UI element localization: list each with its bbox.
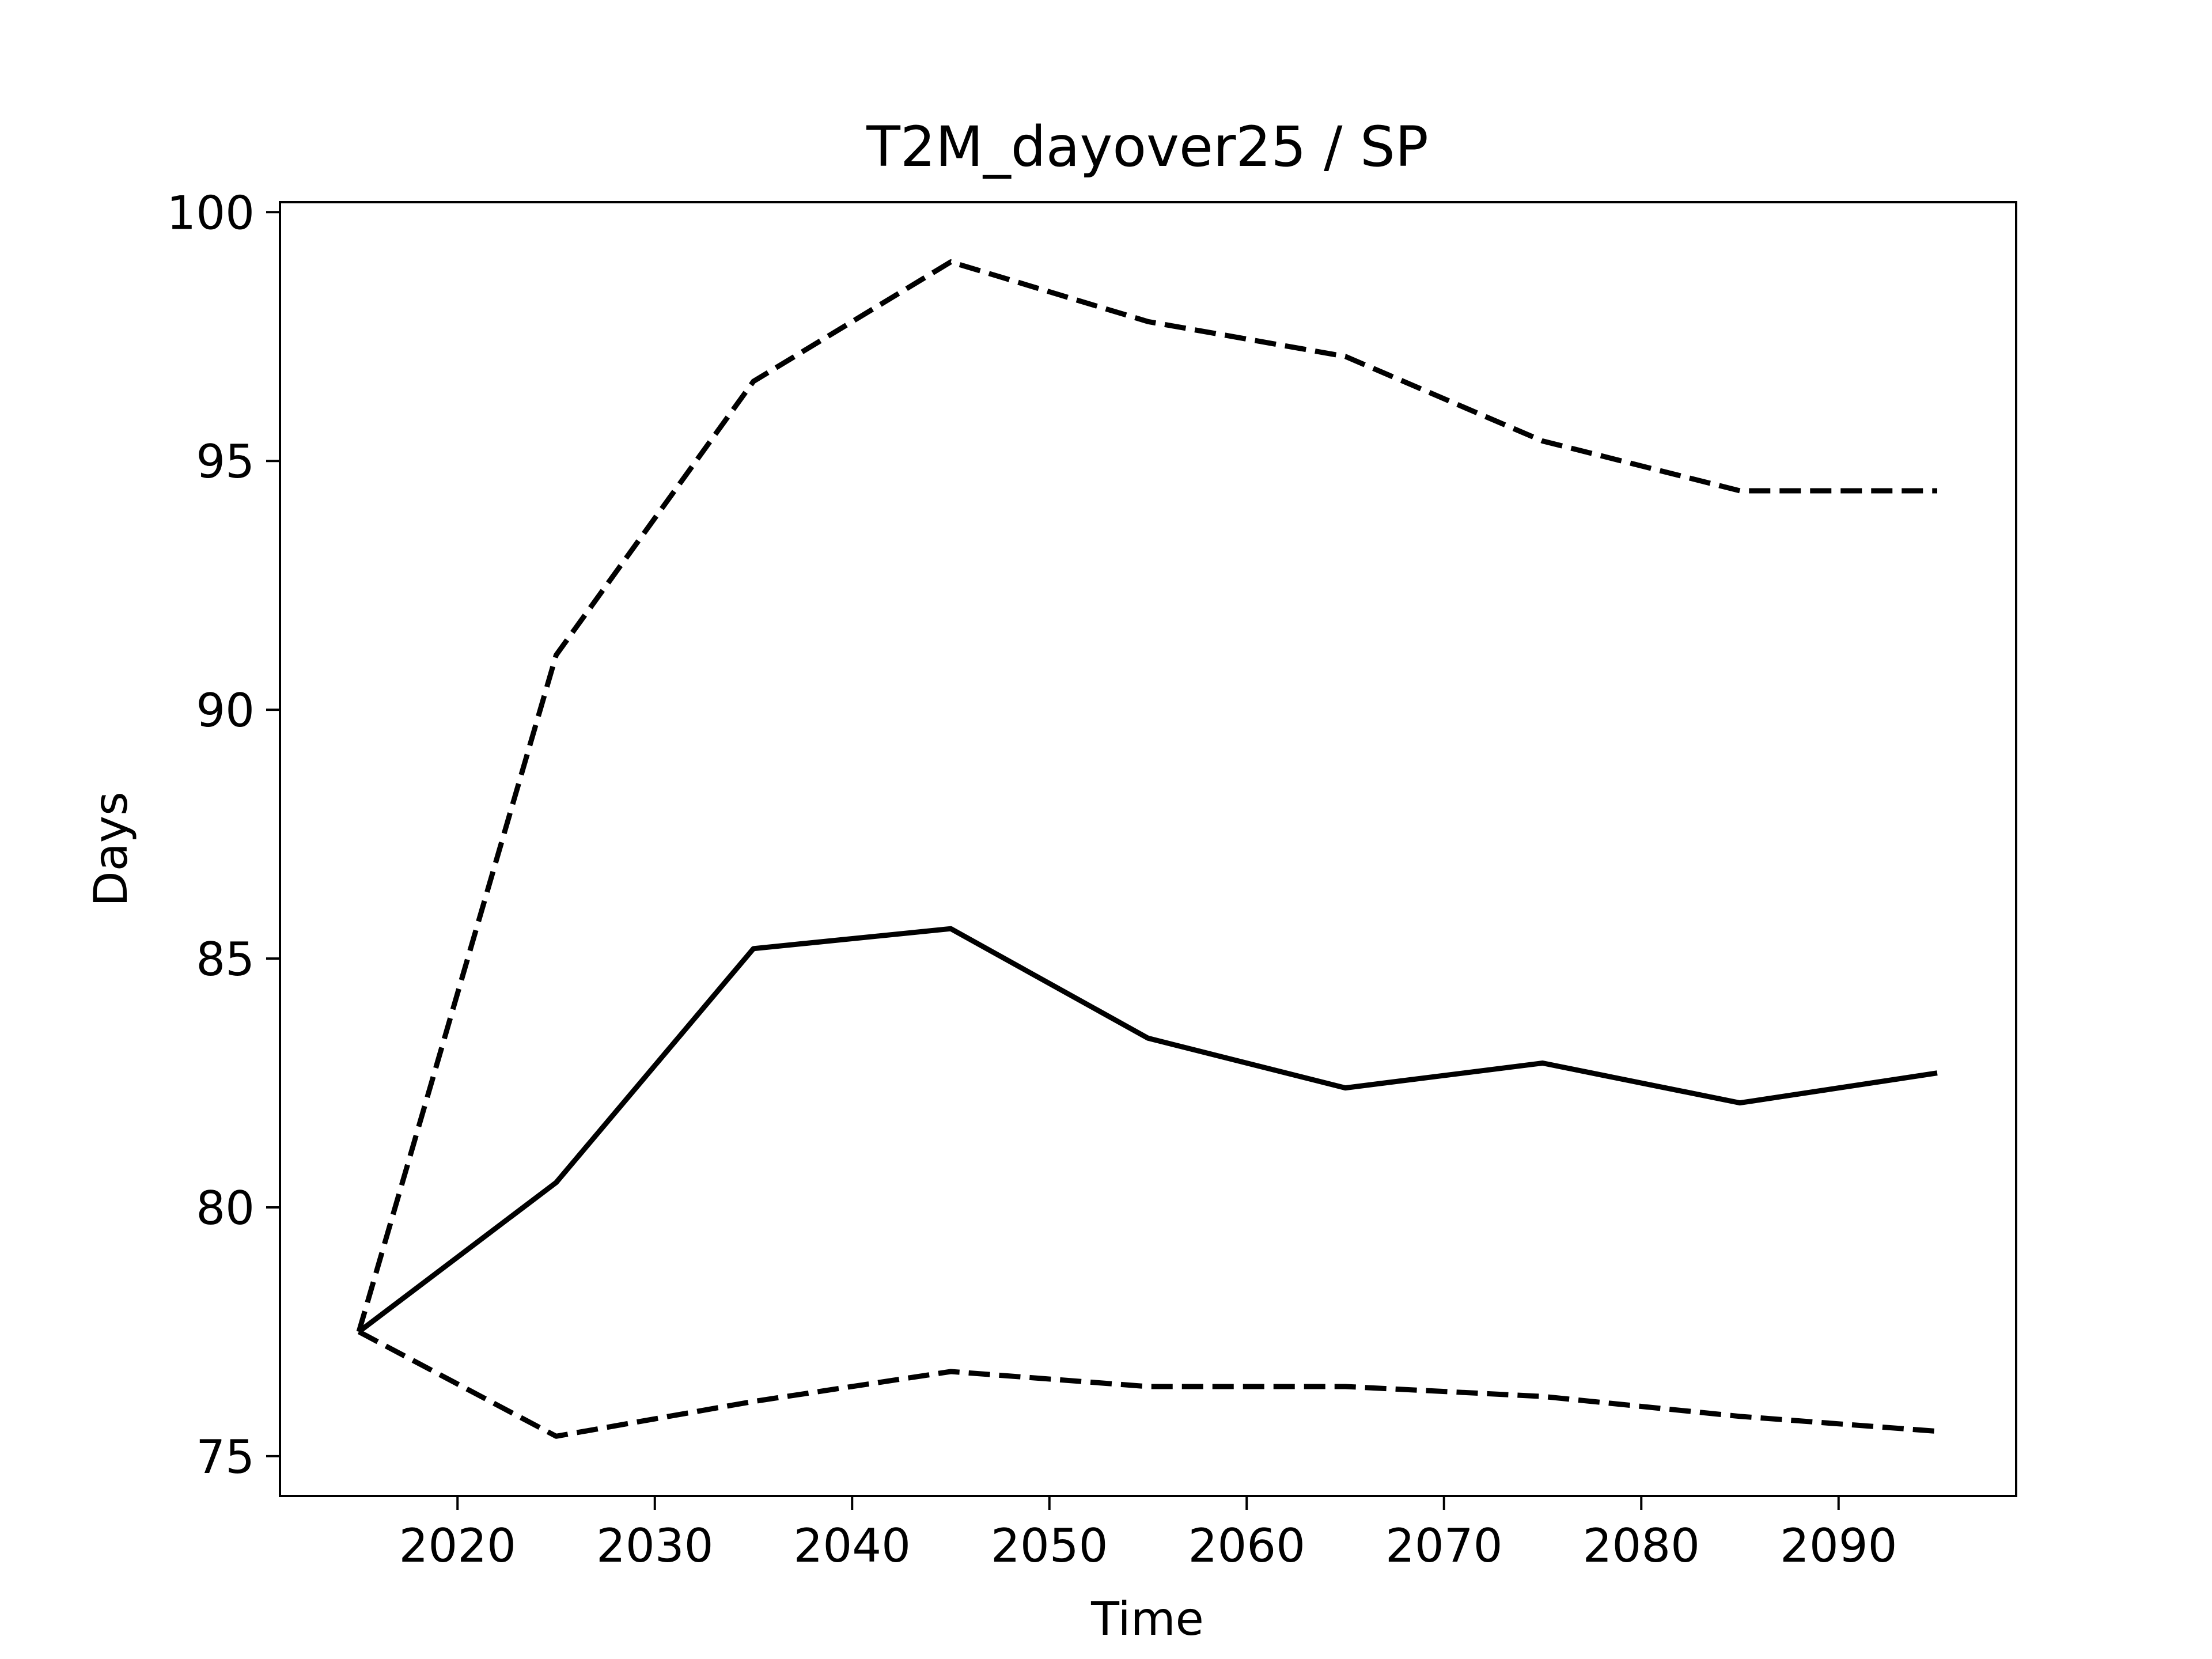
chart-title: T2M_dayover25 / SP <box>866 115 1429 179</box>
y-tick-label: 85 <box>196 933 255 986</box>
y-tick-label: 100 <box>166 186 255 240</box>
y-axis-ticks: 75 80 85 90 95 100 <box>166 186 280 1484</box>
x-axis-ticks: 2020 2030 2040 2050 2060 2070 2080 2090 <box>399 1496 1897 1573</box>
series-line-solid <box>357 926 1938 1334</box>
x-tick-label: 2030 <box>596 1519 714 1573</box>
plot-frame <box>279 201 2017 1497</box>
x-tick-label: 2080 <box>1582 1519 1700 1573</box>
series-layer <box>356 259 1938 1439</box>
x-tick-label: 2090 <box>1780 1519 1897 1573</box>
x-tick-label: 2060 <box>1188 1519 1305 1573</box>
x-tick-label: 2020 <box>399 1519 516 1573</box>
y-tick-label: 75 <box>196 1430 255 1484</box>
x-tick-label: 2050 <box>991 1519 1108 1573</box>
y-tick-label: 80 <box>196 1181 255 1235</box>
x-axis-label: Time <box>1090 1592 1204 1646</box>
x-tick-label: 2070 <box>1385 1519 1503 1573</box>
y-axis-label: Days <box>84 791 138 907</box>
y-tick-label: 95 <box>196 435 255 488</box>
series-line-dashed-2 <box>357 1329 1938 1439</box>
y-tick-label: 90 <box>196 684 255 737</box>
x-tick-label: 2040 <box>793 1519 911 1573</box>
series-line-dashed-1 <box>356 259 1937 1333</box>
